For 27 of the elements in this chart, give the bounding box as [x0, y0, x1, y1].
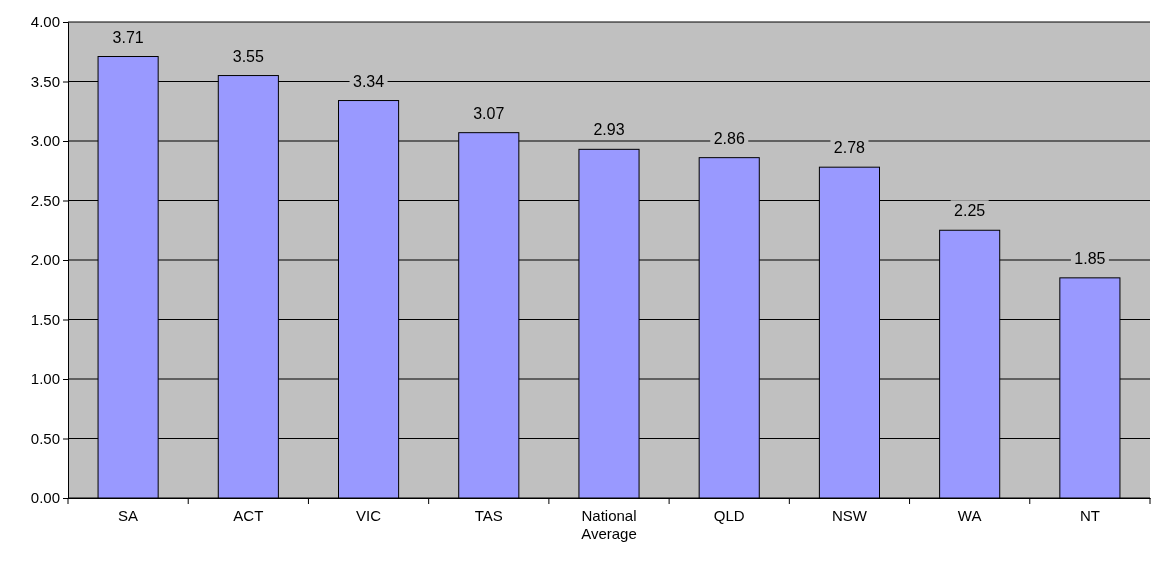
y-tick-label: 0.00: [30, 489, 60, 507]
x-tick-label: QLD: [713, 506, 745, 524]
data-label: 2.93: [593, 121, 625, 139]
x-tick-label: ACT: [233, 506, 264, 524]
data-label: 2.78: [833, 139, 866, 157]
data-label: 3.71: [112, 28, 144, 46]
data-label: 3.07: [473, 104, 505, 122]
x-tick-label: NT: [1079, 506, 1100, 524]
y-tick-label: 4.00: [30, 13, 60, 31]
x-tick-label: NSW: [831, 506, 868, 524]
y-tick-label: 3.50: [30, 72, 60, 90]
y-tick-label: 1.50: [30, 310, 60, 328]
x-tick-label: WA: [957, 506, 982, 524]
data-label: 1.85: [1074, 249, 1106, 267]
y-tick-label: 2.50: [30, 191, 60, 209]
y-tick-label: 3.00: [30, 132, 60, 150]
x-tick-label: National Average: [581, 506, 637, 542]
x-tick-label: TAS: [474, 506, 503, 524]
data-label: 3.34: [352, 72, 385, 90]
data-label: 2.25: [954, 202, 986, 220]
y-tick-label: 0.50: [30, 429, 60, 447]
data-label: 2.86: [713, 129, 745, 147]
x-tick-label: SA: [118, 506, 139, 524]
x-tick-label: VIC: [356, 506, 382, 524]
y-tick-label: 1.00: [30, 370, 60, 388]
data-label: 3.55: [232, 47, 265, 65]
y-tick-label: 2.00: [30, 251, 60, 269]
